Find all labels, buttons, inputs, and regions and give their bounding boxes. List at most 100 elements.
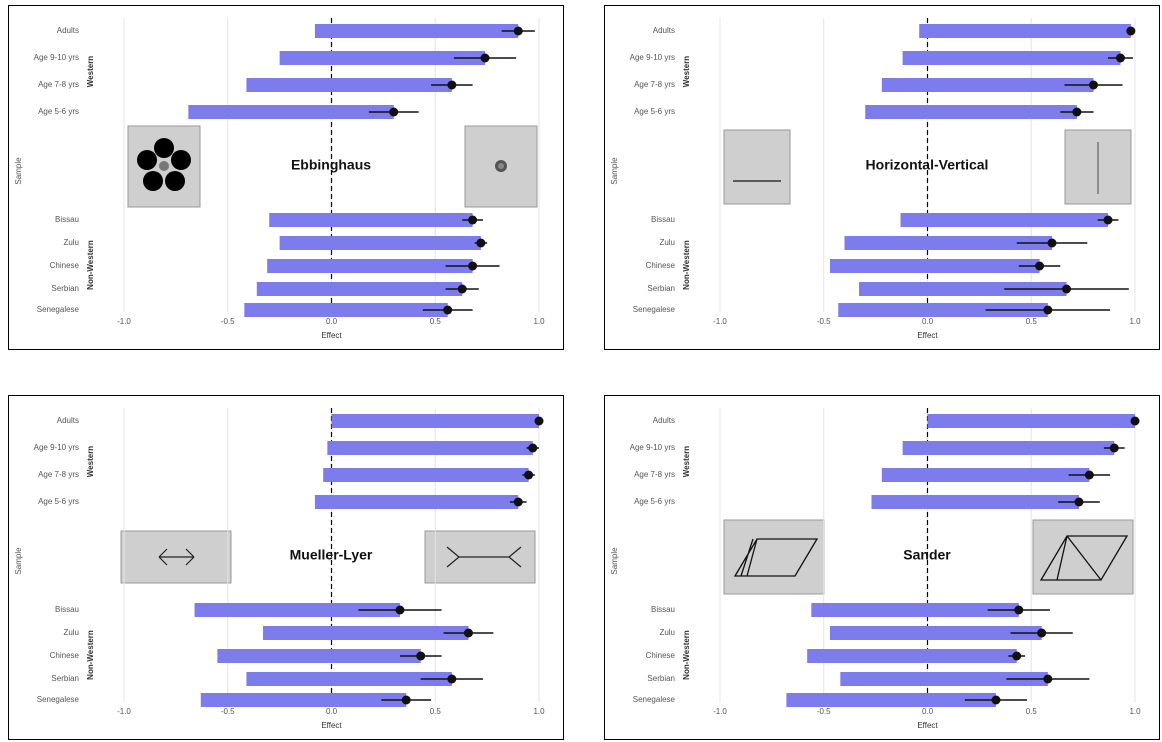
bar: [267, 259, 472, 273]
group-label: Non-Western: [86, 240, 95, 290]
category-label: Chinese: [646, 651, 676, 660]
category-label: Senegalese: [37, 305, 80, 314]
bar: [871, 495, 1079, 509]
bar: [901, 213, 1109, 227]
bar: [315, 495, 518, 509]
point: [389, 108, 398, 117]
illusion-icon: [425, 531, 535, 583]
point: [535, 417, 544, 426]
bar: [263, 626, 468, 640]
group-label: Western: [86, 56, 95, 88]
point: [1116, 54, 1125, 63]
bar: [807, 649, 1017, 663]
category-label: Age 5-6 yrs: [634, 107, 675, 116]
x-tick-label: 0.5: [1026, 317, 1038, 326]
x-tick-label: -1.0: [117, 707, 131, 716]
point: [514, 27, 523, 36]
bar: [882, 78, 1094, 92]
illusion-icon: [1033, 520, 1133, 594]
category-label: Age 7-8 yrs: [634, 470, 675, 479]
point: [1089, 81, 1098, 90]
point: [524, 471, 533, 480]
category-label: Chinese: [646, 261, 676, 270]
point: [447, 81, 456, 90]
point: [1085, 471, 1094, 480]
category-label: Age 7-8 yrs: [38, 470, 79, 479]
category-label: Zulu: [63, 628, 79, 637]
point: [991, 696, 1000, 705]
category-label: Bissau: [651, 605, 675, 614]
x-tick-label: -0.5: [221, 317, 235, 326]
bar: [928, 414, 1136, 428]
point: [1043, 306, 1052, 315]
point: [1131, 417, 1140, 426]
category-label: Bissau: [55, 215, 79, 224]
category-label: Adults: [57, 26, 79, 35]
category-label: Age 5-6 yrs: [634, 497, 675, 506]
bar: [246, 78, 451, 92]
category-label: Adults: [653, 416, 675, 425]
point: [1012, 652, 1021, 661]
bar: [188, 105, 393, 119]
bar: [919, 24, 1131, 38]
x-axis-label: Effect: [917, 331, 938, 340]
category-label: Bissau: [651, 215, 675, 224]
category-label: Bissau: [55, 605, 79, 614]
bar: [332, 414, 540, 428]
x-tick-label: 0.5: [430, 317, 442, 326]
bar: [269, 213, 472, 227]
x-tick-label: 0.0: [922, 317, 934, 326]
group-label: Non-Western: [86, 630, 95, 680]
point: [1037, 629, 1046, 638]
point: [468, 216, 477, 225]
page: -1.0-0.50.00.51.0EbbinghausEffectSampleW…: [0, 0, 1162, 742]
point: [468, 262, 477, 271]
point: [476, 239, 485, 248]
point: [458, 285, 467, 294]
category-label: Chinese: [50, 261, 80, 270]
x-tick-label: 0.0: [326, 317, 338, 326]
bar: [315, 24, 518, 38]
category-label: Serbian: [51, 674, 79, 683]
point: [1048, 239, 1057, 248]
bar: [830, 626, 1042, 640]
group-label: Non-Western: [682, 240, 691, 290]
illusion-icon: [1065, 130, 1131, 204]
point: [514, 498, 523, 507]
category-label: Age 7-8 yrs: [38, 80, 79, 89]
category-label: Zulu: [63, 238, 79, 247]
bar: [201, 693, 406, 707]
chart-title: Horizontal-Vertical: [866, 157, 989, 173]
category-label: Adults: [57, 416, 79, 425]
bar: [257, 282, 462, 296]
y-axis-label: Sample: [14, 157, 23, 185]
group-label: Non-Western: [682, 630, 691, 680]
x-tick-label: 1.0: [533, 707, 545, 716]
x-tick-label: -1.0: [713, 707, 727, 716]
point: [1035, 262, 1044, 271]
group-label: Western: [86, 446, 95, 478]
x-tick-label: -0.5: [817, 707, 831, 716]
x-tick-label: 1.0: [533, 317, 545, 326]
panel: -1.0-0.50.00.51.0EbbinghausEffectSampleW…: [8, 5, 564, 350]
bar: [217, 649, 420, 663]
category-label: Senegalese: [633, 305, 676, 314]
category-label: Senegalese: [633, 695, 676, 704]
point: [402, 696, 411, 705]
category-label: Serbian: [647, 674, 675, 683]
bar: [323, 468, 528, 482]
y-axis-label: Sample: [14, 547, 23, 575]
x-tick-label: -0.5: [221, 707, 235, 716]
illusion-icon: [128, 126, 200, 207]
x-axis-label: Effect: [321, 721, 342, 730]
point: [1074, 498, 1083, 507]
point: [1072, 108, 1081, 117]
x-axis-label: Effect: [321, 331, 342, 340]
bar: [786, 693, 996, 707]
category-label: Age 5-6 yrs: [38, 497, 79, 506]
point: [416, 652, 425, 661]
illusion-icon: [465, 126, 537, 207]
category-label: Adults: [653, 26, 675, 35]
category-label: Zulu: [659, 238, 675, 247]
point: [395, 606, 404, 615]
